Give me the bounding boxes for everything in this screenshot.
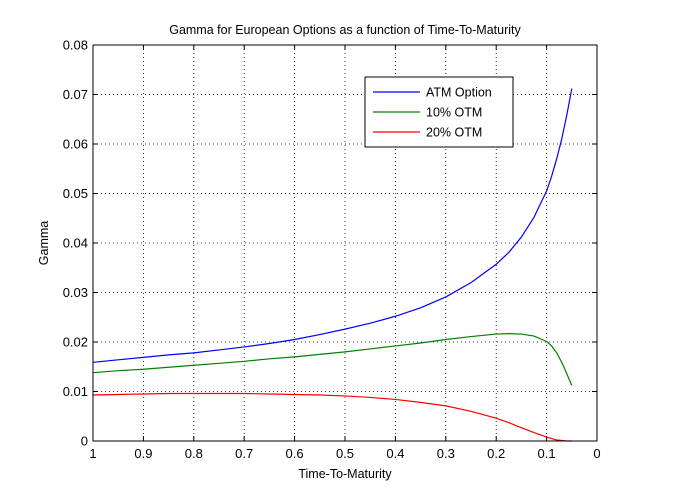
y-tick-label: 0.07 [63, 87, 88, 102]
y-tick-label: 0.02 [63, 335, 88, 350]
x-tick-label: 0.7 [235, 446, 253, 461]
legend-label-atm: ATM Option [426, 86, 492, 100]
x-tick-label: 1 [89, 446, 96, 461]
y-axis-label: Gamma [37, 221, 51, 266]
y-tick-label: 0.04 [63, 236, 88, 251]
y-tick-label: 0.05 [63, 186, 88, 201]
plot-frame [92, 44, 598, 442]
legend: ATM Option 10% OTM 20% OTM [364, 76, 514, 148]
series-line-1 [92, 332, 573, 386]
y-tick-label: 0.01 [63, 384, 88, 399]
x-tick-label: 0.5 [336, 446, 354, 461]
y-tick-labels: 0 0.01 0.02 0.03 0.04 0.05 0.06 0.07 0.08 [63, 38, 88, 449]
y-tick-label: 0 [81, 434, 88, 449]
x-tick-label: 0.6 [286, 446, 304, 461]
chart-title: Gamma for European Options as a function… [169, 23, 521, 37]
x-tick-label: 0.8 [185, 446, 203, 461]
x-tick-labels: 1 0.9 0.8 0.7 0.6 0.5 0.4 0.3 0.2 0.1 0 [89, 446, 600, 461]
x-tick-label: 0.2 [487, 446, 505, 461]
x-tick-label: 0.4 [386, 446, 404, 461]
x-tick-label: 0.9 [134, 446, 152, 461]
legend-label-20-otm: 20% OTM [426, 126, 482, 140]
x-axis-label: Time-To-Maturity [298, 467, 392, 481]
x-tick-label: 0.3 [437, 446, 455, 461]
legend-label-10-otm: 10% OTM [426, 106, 482, 120]
series-line-0 [92, 88, 573, 363]
series-line-2 [92, 392, 572, 442]
y-tick-label: 0.06 [63, 137, 88, 152]
y-tick-label: 0.08 [63, 38, 88, 53]
x-tick-label: 0 [593, 446, 600, 461]
x-tick-label: 0.1 [538, 446, 556, 461]
series-lines [92, 88, 573, 442]
y-tick-label: 0.03 [63, 285, 88, 300]
